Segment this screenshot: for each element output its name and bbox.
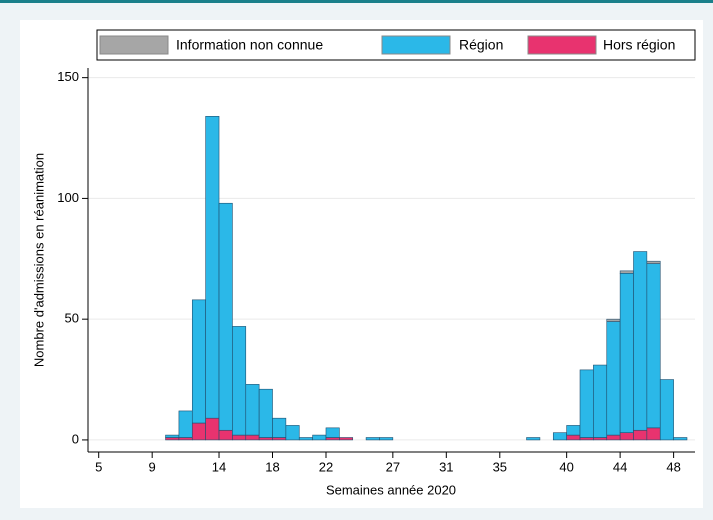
bar-segment [178, 437, 193, 441]
bar-segment [633, 251, 648, 431]
bar-segment [165, 437, 180, 441]
bar-segment [593, 364, 608, 438]
legend-label: Hors région [603, 37, 675, 53]
bar-segment [646, 263, 661, 429]
bar-segment [312, 434, 327, 441]
bar-segment [606, 434, 621, 441]
bar-segment [245, 434, 260, 441]
bar-segment [646, 427, 661, 441]
bar-segment [579, 437, 594, 441]
y-axis-label: Nombre d'admissions en réanimation [31, 153, 46, 367]
bar-segment [298, 437, 313, 441]
x-axis-label: Semaines année 2020 [326, 482, 456, 497]
y-tick-label: 100 [57, 190, 79, 205]
x-tick-label: 40 [559, 459, 573, 474]
x-tick-label: 22 [319, 459, 333, 474]
y-tick-label: 150 [57, 69, 79, 84]
bar-segment [258, 437, 273, 441]
legend-swatch [527, 35, 597, 55]
x-tick-label: 31 [439, 459, 453, 474]
legend-swatch [99, 35, 169, 55]
bar-segment [619, 432, 634, 441]
bar-segment [633, 429, 648, 441]
bar-segment [258, 388, 273, 438]
legend-label: Information non connue [176, 37, 323, 53]
x-tick-label: 5 [95, 459, 102, 474]
bar-segment [325, 427, 340, 438]
bar-segment [325, 437, 340, 441]
x-tick-label: 27 [386, 459, 400, 474]
bar-segment [606, 321, 621, 436]
bar-segment [526, 437, 541, 441]
bar-segment [245, 384, 260, 436]
bar-segment [646, 260, 661, 264]
bar-segment [619, 272, 634, 433]
bar-segment [272, 437, 287, 441]
x-tick-label: 14 [212, 459, 226, 474]
bar-segment [165, 434, 180, 438]
legend-swatch [381, 35, 451, 55]
bar-segment [205, 116, 220, 419]
bar-segment [659, 379, 674, 441]
bar-segment [191, 422, 206, 441]
bar-segment [619, 270, 634, 274]
top-border [0, 0, 713, 3]
bar-segment [579, 369, 594, 438]
bar-segment [593, 437, 608, 441]
bar-segment [232, 326, 247, 436]
bar-segment [339, 437, 354, 441]
bar-segment [606, 318, 621, 322]
x-tick-label: 48 [666, 459, 680, 474]
bar-segment [232, 434, 247, 441]
bar-segment [205, 417, 220, 441]
bar-segment [365, 437, 380, 441]
y-tick-label: 0 [72, 431, 79, 446]
bar-segment [552, 432, 567, 441]
bar-segment [272, 417, 287, 438]
bar-segment [566, 434, 581, 441]
legend-label: Région [459, 37, 503, 53]
y-tick-label: 50 [65, 311, 79, 326]
bar-segment [218, 202, 233, 431]
bar-segment [285, 425, 300, 441]
bar-segment [379, 437, 394, 441]
bar-segment [218, 429, 233, 441]
bar-segment [178, 410, 193, 438]
x-tick-label: 44 [613, 459, 627, 474]
x-tick-label: 35 [493, 459, 507, 474]
bar-segment [566, 425, 581, 436]
bar-segment [673, 437, 688, 441]
bar-segment [191, 299, 206, 424]
x-tick-label: 18 [265, 459, 279, 474]
x-tick-label: 9 [149, 459, 156, 474]
